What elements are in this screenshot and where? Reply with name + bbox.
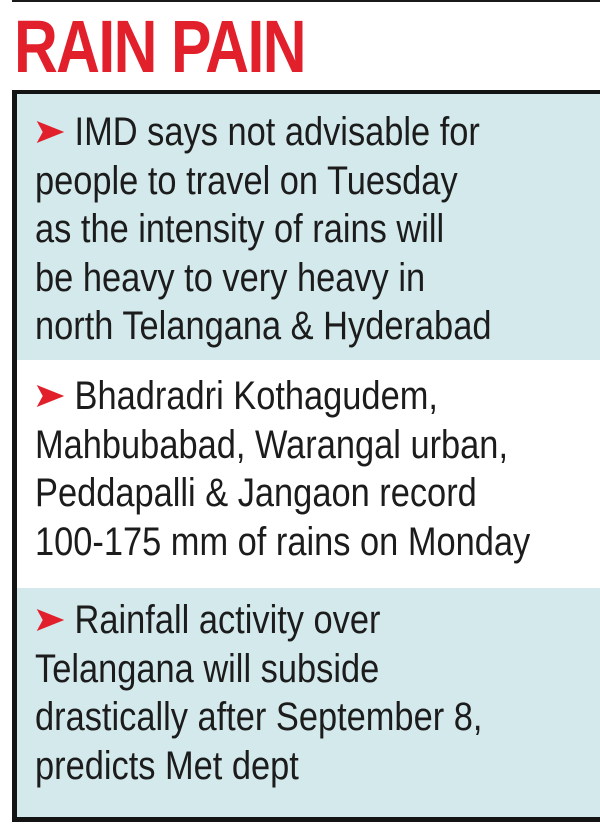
point-1-text: IMD says not advisable for people to tra… bbox=[35, 108, 600, 351]
point-2-line-3: Peddapalli & Jangaon record bbox=[35, 471, 477, 515]
point-1-line-1: IMD says not advisable for bbox=[74, 110, 480, 154]
point-1-line-3: as the intensity of rains will bbox=[35, 207, 445, 251]
red-arrow-bullet-icon bbox=[36, 609, 65, 631]
point-2-text: Bhadradri Kothagudem, Mahbubabad, Warang… bbox=[35, 372, 600, 566]
point-3: Rainfall activity over Telangana will su… bbox=[17, 588, 600, 817]
headline: RAIN PAIN bbox=[14, 5, 307, 88]
info-box: IMD says not advisable for people to tra… bbox=[12, 90, 600, 822]
point-1: IMD says not advisable for people to tra… bbox=[17, 94, 600, 360]
point-2: Bhadradri Kothagudem, Mahbubabad, Warang… bbox=[17, 360, 600, 588]
point-3-line-3: drastically after September 8, bbox=[35, 695, 483, 739]
point-3-line-2: Telangana will subside bbox=[35, 646, 380, 691]
red-arrow-bullet-icon bbox=[36, 121, 65, 143]
point-2-line-4: 100-175 mm of rains on Monday bbox=[35, 519, 531, 564]
point-1-line-5: north Telangana & Hyderabad bbox=[35, 304, 492, 348]
point-2-line-1: Bhadradri Kothagudem, bbox=[74, 374, 438, 418]
top-rule bbox=[12, 0, 600, 2]
point-1-line-4: be heavy to very heavy in bbox=[35, 255, 426, 300]
point-3-line-4: predicts Met dept bbox=[35, 743, 299, 788]
point-3-text: Rainfall activity over Telangana will su… bbox=[35, 596, 600, 790]
point-2-line-2: Mahbubabad, Warangal urban, bbox=[35, 422, 508, 467]
point-1-line-2: people to travel on Tuesday bbox=[35, 158, 458, 203]
point-3-line-1: Rainfall activity over bbox=[74, 598, 381, 642]
red-arrow-bullet-icon bbox=[36, 385, 65, 407]
